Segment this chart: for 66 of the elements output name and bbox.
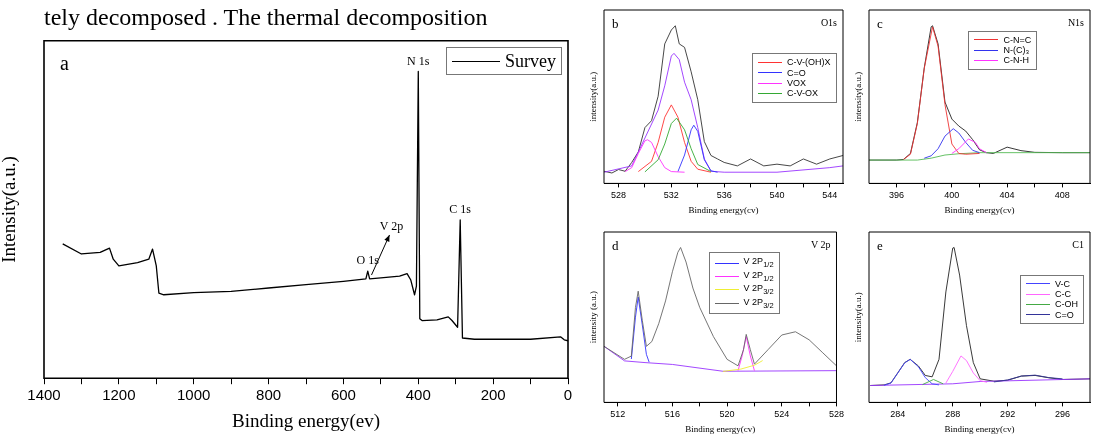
legend-label: V-C [1055, 278, 1071, 289]
y-axis-title: intensity(a.u.) [852, 292, 863, 343]
y-axis-title: intensity(a.u.) [852, 71, 863, 122]
annotation: O1s [820, 16, 838, 28]
legend-label: C-C [1055, 288, 1071, 300]
legend-label: V 2P$_{3/2}$ [743, 296, 774, 311]
x-tick-label: 408 [1054, 190, 1070, 201]
annotation: e [877, 237, 883, 253]
x-tick-label: 400 [944, 190, 960, 201]
legend-label: C-V-(OH)X [787, 57, 831, 68]
x-axis-title: Binding energy(cv) [685, 423, 756, 434]
x-tick-label: 1200 [102, 386, 136, 404]
annotation: N 1s [407, 53, 430, 68]
legend-label: C-OH [1055, 299, 1078, 310]
x-tick-label: 800 [256, 386, 282, 404]
x-tick-label: 0 [563, 386, 573, 404]
x-tick-label: 1400 [27, 386, 61, 404]
annotation: c [877, 15, 883, 31]
x-tick-label: 296 [1055, 409, 1071, 420]
legend-label: C-V-OX [787, 88, 819, 99]
y-axis-title: intensity (a.u.) [587, 291, 598, 344]
y-axis-title: intensity(a.u.) [587, 71, 598, 122]
annotation: C 1s [449, 202, 472, 217]
x-tick-label: 288 [945, 409, 961, 420]
annotation: V 2p [810, 238, 831, 250]
x-tick-label: 532 [663, 190, 679, 201]
x-tick-label: 396 [889, 190, 905, 201]
x-tick-label: 524 [774, 409, 790, 420]
x-tick-label: 544 [822, 190, 838, 201]
x-tick-label: 540 [769, 190, 785, 201]
x-tick-label: 284 [890, 409, 906, 420]
legend-label: C-N-H [1003, 55, 1029, 66]
annotation: C1 [1072, 238, 1084, 250]
x-axis-title: Binding energy(cv) [944, 423, 1015, 434]
x-tick-label: 520 [719, 409, 735, 420]
annotation: N1s [1067, 16, 1085, 28]
x-axis-title: Binding energy(cv) [944, 204, 1015, 215]
annotation: O 1s [356, 253, 380, 268]
legend-label: N-(C)₃ [1003, 45, 1030, 56]
legend-label: Survey [505, 50, 556, 72]
legend-label: C-N=C [1003, 34, 1032, 46]
legend-label: V 2P$_{1/2}$ [743, 269, 774, 284]
x-tick-label: 516 [664, 409, 680, 420]
annotation: a [60, 52, 69, 75]
x-tick-label: 404 [999, 190, 1015, 201]
x-axis-title: Binding energy(cv) [688, 204, 759, 215]
legend-label: C=O [1055, 309, 1074, 320]
x-tick-label: 400 [405, 386, 431, 404]
y-axis-title: Intensity(a.u.) [0, 156, 21, 263]
legend-label: V 2P$_{1/2}$ [743, 256, 774, 270]
chart-title: tely decomposed . The thermal decomposition [44, 3, 488, 30]
x-tick-label: 600 [330, 386, 356, 404]
x-axis-title: Binding energy(ev) [232, 409, 380, 432]
annotation: d [612, 237, 619, 253]
x-tick-label: 292 [1000, 409, 1016, 420]
x-tick-label: 528 [828, 409, 845, 420]
legend-label: V 2P$_{3/2}$ [743, 283, 774, 297]
legend-label: C=O [787, 67, 806, 79]
x-tick-label: 528 [611, 190, 627, 201]
x-tick-label: 536 [716, 190, 732, 201]
legend-label: VOX [787, 78, 807, 89]
x-tick-label: 1000 [177, 386, 211, 404]
annotation: b [612, 15, 619, 31]
x-tick-label: 512 [610, 409, 626, 420]
annotation: V 2p [379, 219, 404, 234]
x-tick-label: 200 [480, 386, 506, 404]
